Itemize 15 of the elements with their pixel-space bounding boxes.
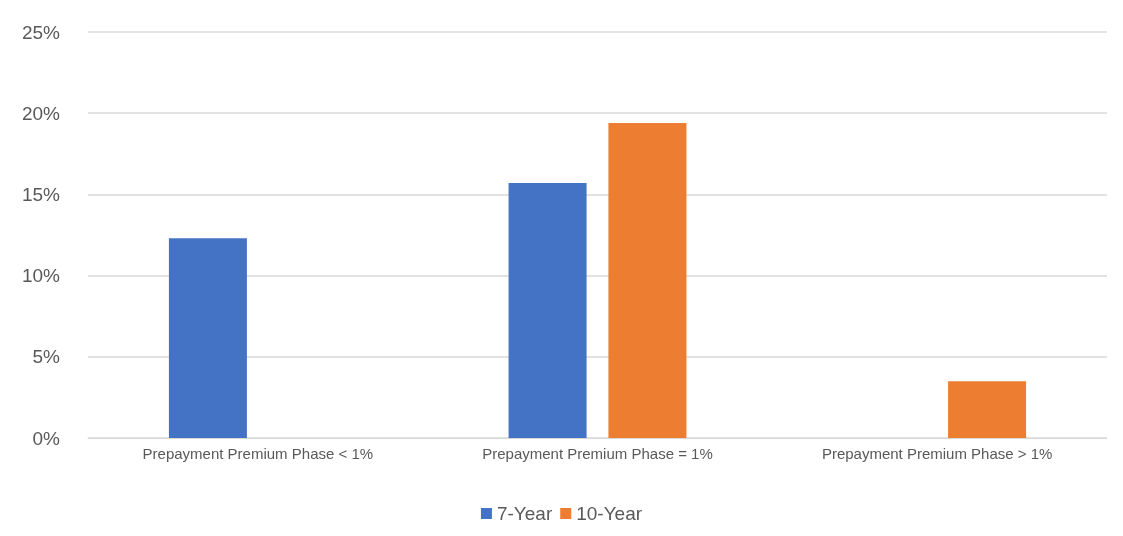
y-tick-label: 5% (32, 346, 61, 368)
y-tick-label: 10% (21, 265, 61, 287)
bar (948, 381, 1027, 438)
y-tick-label: 0% (32, 427, 61, 449)
legend-label: 7-Year (496, 503, 553, 524)
bar (168, 238, 247, 438)
legend-label: 10-Year (576, 503, 643, 524)
x-tick-label: Prepayment Premium Phase < 1% (142, 445, 374, 462)
y-tick-label: 25% (21, 21, 61, 43)
bar (608, 122, 687, 438)
y-tick-label: 20% (21, 102, 61, 124)
bar (508, 183, 587, 438)
y-tick-label: 15% (21, 183, 61, 205)
x-tick-label: Prepayment Premium Phase = 1% (482, 445, 713, 462)
x-tick-label: Prepayment Premium Phase > 1% (821, 445, 1053, 462)
